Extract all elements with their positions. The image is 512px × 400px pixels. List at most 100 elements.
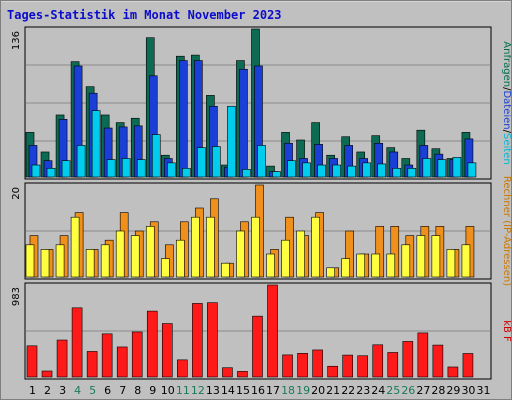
bar-besuche	[130, 235, 140, 278]
bar-besuche	[311, 216, 320, 278]
bar-seiten	[91, 110, 101, 178]
bar-kb	[26, 345, 38, 378]
legend-part: kB F	[501, 320, 511, 342]
bar-seiten	[76, 145, 86, 178]
bar-kb	[447, 366, 459, 378]
bar-kb	[56, 339, 68, 378]
legend-part: /	[501, 87, 511, 91]
bar-seiten	[332, 164, 341, 178]
bar-kb	[101, 333, 113, 378]
x-tick-label: 29	[446, 384, 460, 397]
x-tick-label: 17	[266, 384, 280, 397]
bar-seiten	[452, 157, 462, 178]
series-legend-label: Anfragen/Dateien/Seiten	[501, 41, 511, 164]
x-tick-label: 8	[134, 384, 141, 397]
bar-seiten	[302, 162, 311, 178]
bar-seiten	[182, 167, 191, 178]
bar-kb	[146, 310, 158, 378]
x-tick-label: 12	[191, 384, 205, 397]
bar-seiten	[166, 162, 176, 178]
x-tick-label: 1	[29, 384, 36, 397]
bar-seiten	[287, 160, 296, 178]
bar-seiten	[61, 160, 71, 178]
bar-kb	[161, 323, 173, 378]
x-tick-label: 25	[386, 384, 400, 397]
bar-besuche	[236, 230, 245, 278]
bar-kb	[177, 359, 188, 378]
legend-part: Seiten	[501, 133, 511, 165]
legend-part: Anfragen	[501, 41, 511, 87]
y-tick-label: 983	[11, 287, 22, 306]
bar-kb	[86, 351, 98, 378]
bar-besuche	[266, 253, 275, 278]
x-tick-label: 11	[176, 384, 190, 397]
bar-kb	[41, 370, 53, 378]
bar-seiten	[362, 162, 372, 178]
bar-besuche	[326, 267, 335, 278]
bar-besuche	[85, 249, 95, 278]
bar-seiten	[151, 134, 161, 178]
bar-kb	[462, 353, 474, 378]
bar-kb	[116, 346, 128, 378]
x-tick-label: 4	[74, 384, 81, 397]
x-tick-label: 6	[104, 384, 111, 397]
bar-besuche	[281, 239, 290, 278]
y-tick-label: 20	[11, 187, 22, 200]
bar-besuche	[145, 226, 155, 278]
bar-seiten	[227, 105, 236, 178]
bar-seiten	[136, 159, 146, 178]
bar-besuche	[446, 249, 456, 278]
bar-kb	[252, 315, 263, 378]
bar-dateien	[179, 60, 188, 178]
bar-besuche	[296, 230, 305, 278]
bar-kb	[327, 365, 338, 378]
bar-besuche	[100, 244, 110, 278]
bar-besuche	[341, 258, 350, 278]
bar-kb	[131, 331, 143, 378]
bar-besuche	[160, 258, 170, 278]
x-tick-label: 31	[476, 384, 490, 397]
legend-part: /	[501, 130, 511, 134]
bar-kb	[417, 332, 429, 378]
bar-seiten	[347, 165, 356, 178]
bar-besuche	[461, 244, 471, 278]
bar-seiten	[437, 159, 447, 178]
bar-kb	[357, 355, 369, 378]
bar-besuche	[251, 216, 260, 278]
bar-besuche	[191, 216, 200, 278]
x-tick-label: 19	[296, 384, 310, 397]
series-legend-label: Rechner (IP-Adressen)	[501, 176, 511, 286]
x-tick-label: 7	[119, 384, 126, 397]
bar-besuche	[416, 235, 426, 278]
x-tick-label: 5	[89, 384, 96, 397]
bar-kb	[237, 371, 248, 378]
x-tick-label: 9	[149, 384, 156, 397]
bar-besuche	[70, 216, 80, 278]
bar-kb	[267, 284, 278, 378]
bar-kb	[192, 303, 203, 378]
bar-kb	[312, 349, 323, 378]
bar-besuche	[371, 253, 381, 278]
bar-besuche	[40, 249, 50, 278]
y-tick-label: 136	[11, 31, 22, 50]
bar-seiten	[46, 167, 56, 178]
bar-besuche	[221, 262, 230, 278]
x-tick-label: 21	[326, 384, 340, 397]
bar-seiten	[106, 159, 116, 178]
x-tick-label: 15	[236, 384, 250, 397]
bar-seiten	[377, 163, 387, 178]
bar-besuche	[55, 244, 65, 278]
x-tick-label: 22	[341, 384, 355, 397]
bar-besuche	[401, 244, 411, 278]
bar-seiten	[197, 147, 206, 178]
bar-besuche	[115, 230, 125, 278]
bar-seiten	[257, 145, 266, 178]
bar-dateien	[239, 68, 248, 178]
legend-part: Dateien	[501, 90, 511, 129]
x-tick-label: 27	[416, 384, 430, 397]
bar-besuche	[386, 253, 396, 278]
chart-title: Tages-Statistik im Monat November 2023	[7, 8, 282, 22]
bar-kb	[372, 344, 384, 378]
bar-besuche	[356, 253, 366, 278]
